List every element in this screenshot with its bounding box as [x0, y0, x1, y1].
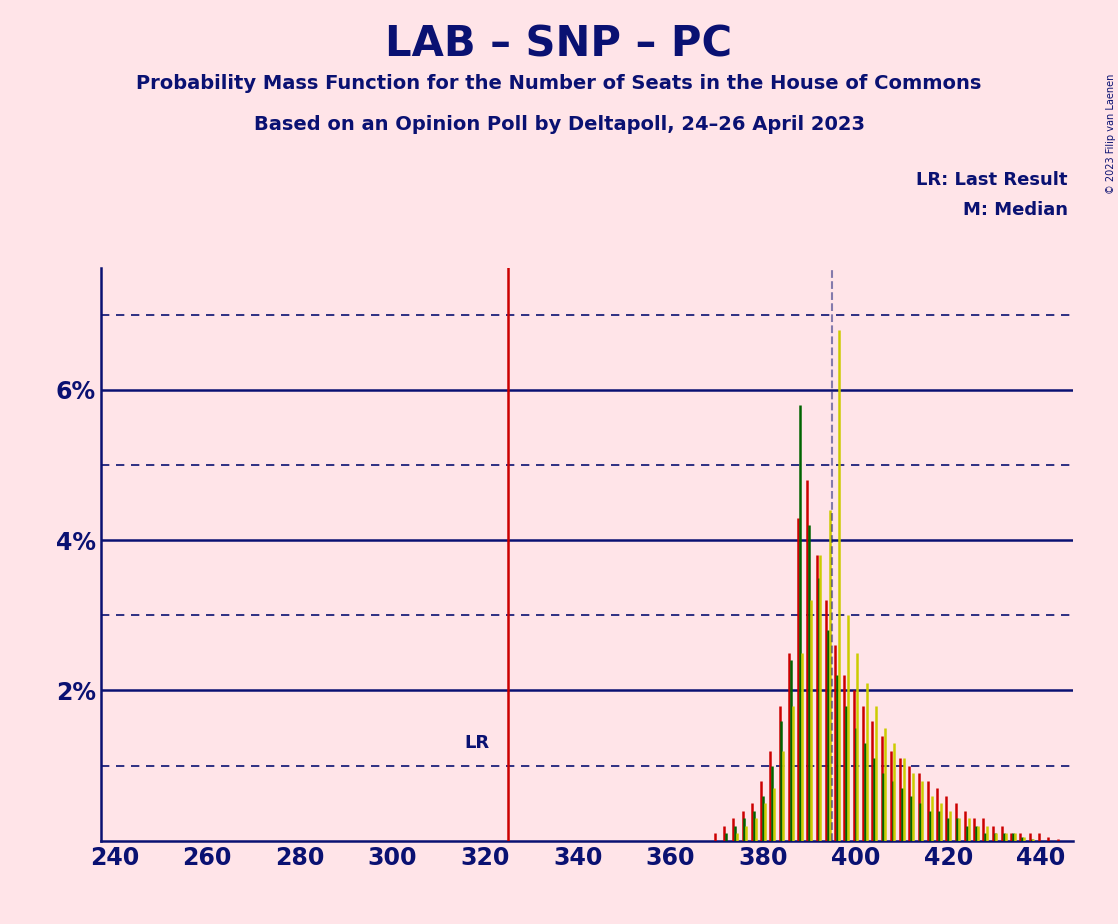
Text: LAB – SNP – PC: LAB – SNP – PC — [386, 23, 732, 65]
Text: Based on an Opinion Poll by Deltapoll, 24–26 April 2023: Based on an Opinion Poll by Deltapoll, 2… — [254, 116, 864, 135]
Text: Probability Mass Function for the Number of Seats in the House of Commons: Probability Mass Function for the Number… — [136, 74, 982, 93]
Text: LR: LR — [465, 734, 490, 752]
Text: LR: Last Result: LR: Last Result — [916, 171, 1068, 188]
Text: M: Median: M: Median — [963, 201, 1068, 219]
Text: © 2023 Filip van Laenen: © 2023 Filip van Laenen — [1106, 74, 1116, 194]
